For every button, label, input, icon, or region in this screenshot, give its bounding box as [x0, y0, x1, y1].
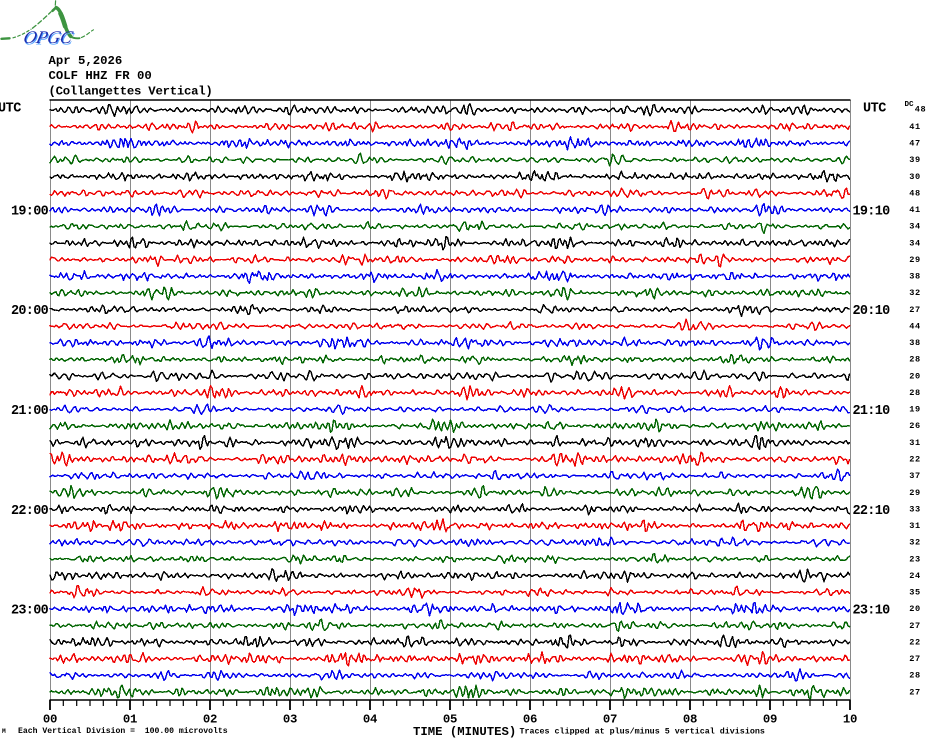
svg-text:04: 04	[363, 713, 378, 727]
svg-text:05: 05	[443, 713, 457, 727]
svg-text:26: 26	[909, 421, 920, 431]
svg-text:33: 33	[909, 504, 920, 514]
svg-text:20:10: 20:10	[853, 304, 891, 319]
svg-text:19:10: 19:10	[853, 204, 891, 219]
svg-text:41: 41	[909, 205, 920, 215]
svg-text:(Collangettes Vertical): (Collangettes Vertical)	[49, 85, 213, 99]
svg-text:Each Vertical Division = 100.: Each Vertical Division = 100.00 microvol…	[18, 726, 228, 736]
svg-text:20:00: 20:00	[11, 304, 49, 319]
svg-text:27: 27	[909, 687, 920, 697]
svg-text:28: 28	[909, 671, 920, 681]
svg-text:48: 48	[915, 105, 926, 115]
svg-text:20: 20	[909, 371, 920, 381]
svg-text:21:00: 21:00	[11, 404, 49, 419]
svg-text:10: 10	[843, 713, 857, 727]
svg-text:39: 39	[909, 155, 920, 165]
svg-text:27: 27	[909, 305, 920, 315]
svg-text:27: 27	[909, 654, 920, 664]
svg-text:29: 29	[909, 255, 920, 265]
svg-text:29: 29	[909, 488, 920, 498]
svg-text:Apr 5,2026: Apr 5,2026	[49, 54, 123, 68]
svg-text:19: 19	[909, 405, 920, 415]
svg-text:OPGC: OPGC	[22, 27, 76, 47]
svg-text:06: 06	[523, 713, 537, 727]
svg-text:COLF HHZ FR 00: COLF HHZ FR 00	[49, 69, 152, 83]
svg-text:02: 02	[203, 713, 217, 727]
svg-text:23:10: 23:10	[853, 604, 891, 619]
svg-text:08: 08	[683, 713, 697, 727]
svg-text:23: 23	[909, 554, 920, 564]
svg-text:30: 30	[909, 172, 920, 182]
svg-text:38: 38	[909, 338, 920, 348]
svg-text:03: 03	[283, 713, 297, 727]
svg-text:31: 31	[909, 438, 920, 448]
svg-text:23:00: 23:00	[11, 604, 49, 619]
svg-text:22: 22	[909, 637, 920, 647]
svg-text:22:00: 22:00	[11, 504, 49, 519]
svg-text:DC: DC	[905, 101, 915, 109]
svg-text:M: M	[2, 728, 6, 735]
svg-text:48: 48	[909, 188, 920, 198]
svg-text:44: 44	[909, 321, 920, 331]
svg-text:OPGC: OPGC	[22, 29, 76, 49]
svg-text:Traces clipped at plus/minus 5: Traces clipped at plus/minus 5 vertical …	[520, 727, 765, 737]
svg-text:20: 20	[909, 604, 920, 614]
svg-text:37: 37	[909, 471, 920, 481]
svg-text:UTC: UTC	[863, 102, 886, 117]
svg-text:41: 41	[909, 122, 920, 132]
svg-text:31: 31	[909, 521, 920, 531]
svg-text:28: 28	[909, 388, 920, 398]
svg-text:07: 07	[603, 713, 617, 727]
svg-text:19:00: 19:00	[11, 204, 49, 219]
svg-text:22: 22	[909, 455, 920, 465]
svg-text:UTC: UTC	[0, 102, 21, 117]
svg-text:34: 34	[909, 222, 920, 232]
svg-text:24: 24	[909, 571, 920, 581]
svg-text:47: 47	[909, 139, 920, 149]
svg-text:22:10: 22:10	[853, 504, 891, 519]
svg-text:27: 27	[909, 621, 920, 631]
svg-text:00: 00	[43, 713, 57, 727]
svg-text:TIME (MINUTES): TIME (MINUTES)	[413, 725, 516, 739]
svg-text:21:10: 21:10	[853, 404, 891, 419]
svg-text:09: 09	[763, 713, 777, 727]
svg-text:32: 32	[909, 288, 920, 298]
svg-text:38: 38	[909, 272, 920, 282]
svg-text:35: 35	[909, 588, 920, 598]
svg-text:34: 34	[909, 238, 920, 248]
svg-text:32: 32	[909, 538, 920, 548]
svg-text:01: 01	[123, 713, 137, 727]
svg-text:28: 28	[909, 355, 920, 365]
